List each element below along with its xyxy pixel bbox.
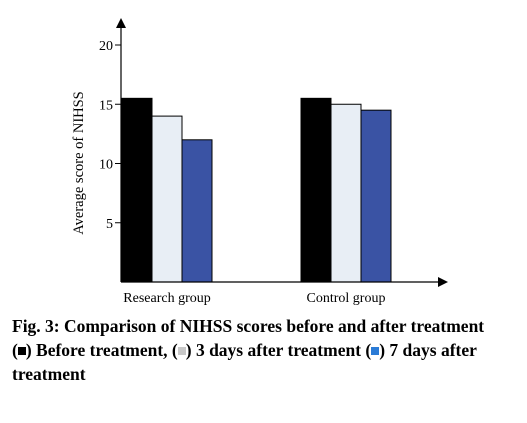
bar-0-0 bbox=[121, 97, 153, 283]
y-tick-label: 15 bbox=[99, 98, 113, 113]
bar-1-2 bbox=[360, 109, 392, 283]
y-tick-label: 10 bbox=[99, 158, 113, 173]
figure-title: Fig. 3: Comparison of NIHSS scores befor… bbox=[12, 316, 485, 336]
bar-1-0 bbox=[300, 97, 332, 283]
y-tick-label: 5 bbox=[106, 217, 113, 232]
bar-1-1 bbox=[330, 103, 362, 283]
x-tick-label: Control group bbox=[307, 291, 386, 306]
legend-swatch-before bbox=[17, 347, 26, 355]
y-axis-arrow bbox=[116, 18, 126, 28]
figure-caption: Fig. 3: Comparison of NIHSS scores befor… bbox=[12, 314, 520, 386]
legend-swatch-7days bbox=[371, 347, 380, 355]
figure-legend: () Before treatment, () 3 days after tre… bbox=[12, 340, 477, 384]
y-tick-label: 20 bbox=[99, 39, 113, 54]
y-axis-label: Average score of NIHSS bbox=[71, 91, 87, 234]
legend-swatch-3days bbox=[177, 347, 186, 355]
x-tick-label: Research group bbox=[123, 291, 210, 306]
bar-0-2 bbox=[181, 139, 213, 283]
x-axis-arrow bbox=[438, 277, 448, 287]
chart: Research group Control group 5 10 15 20 Averag… bbox=[71, 18, 448, 306]
bar-0-1 bbox=[151, 115, 183, 283]
